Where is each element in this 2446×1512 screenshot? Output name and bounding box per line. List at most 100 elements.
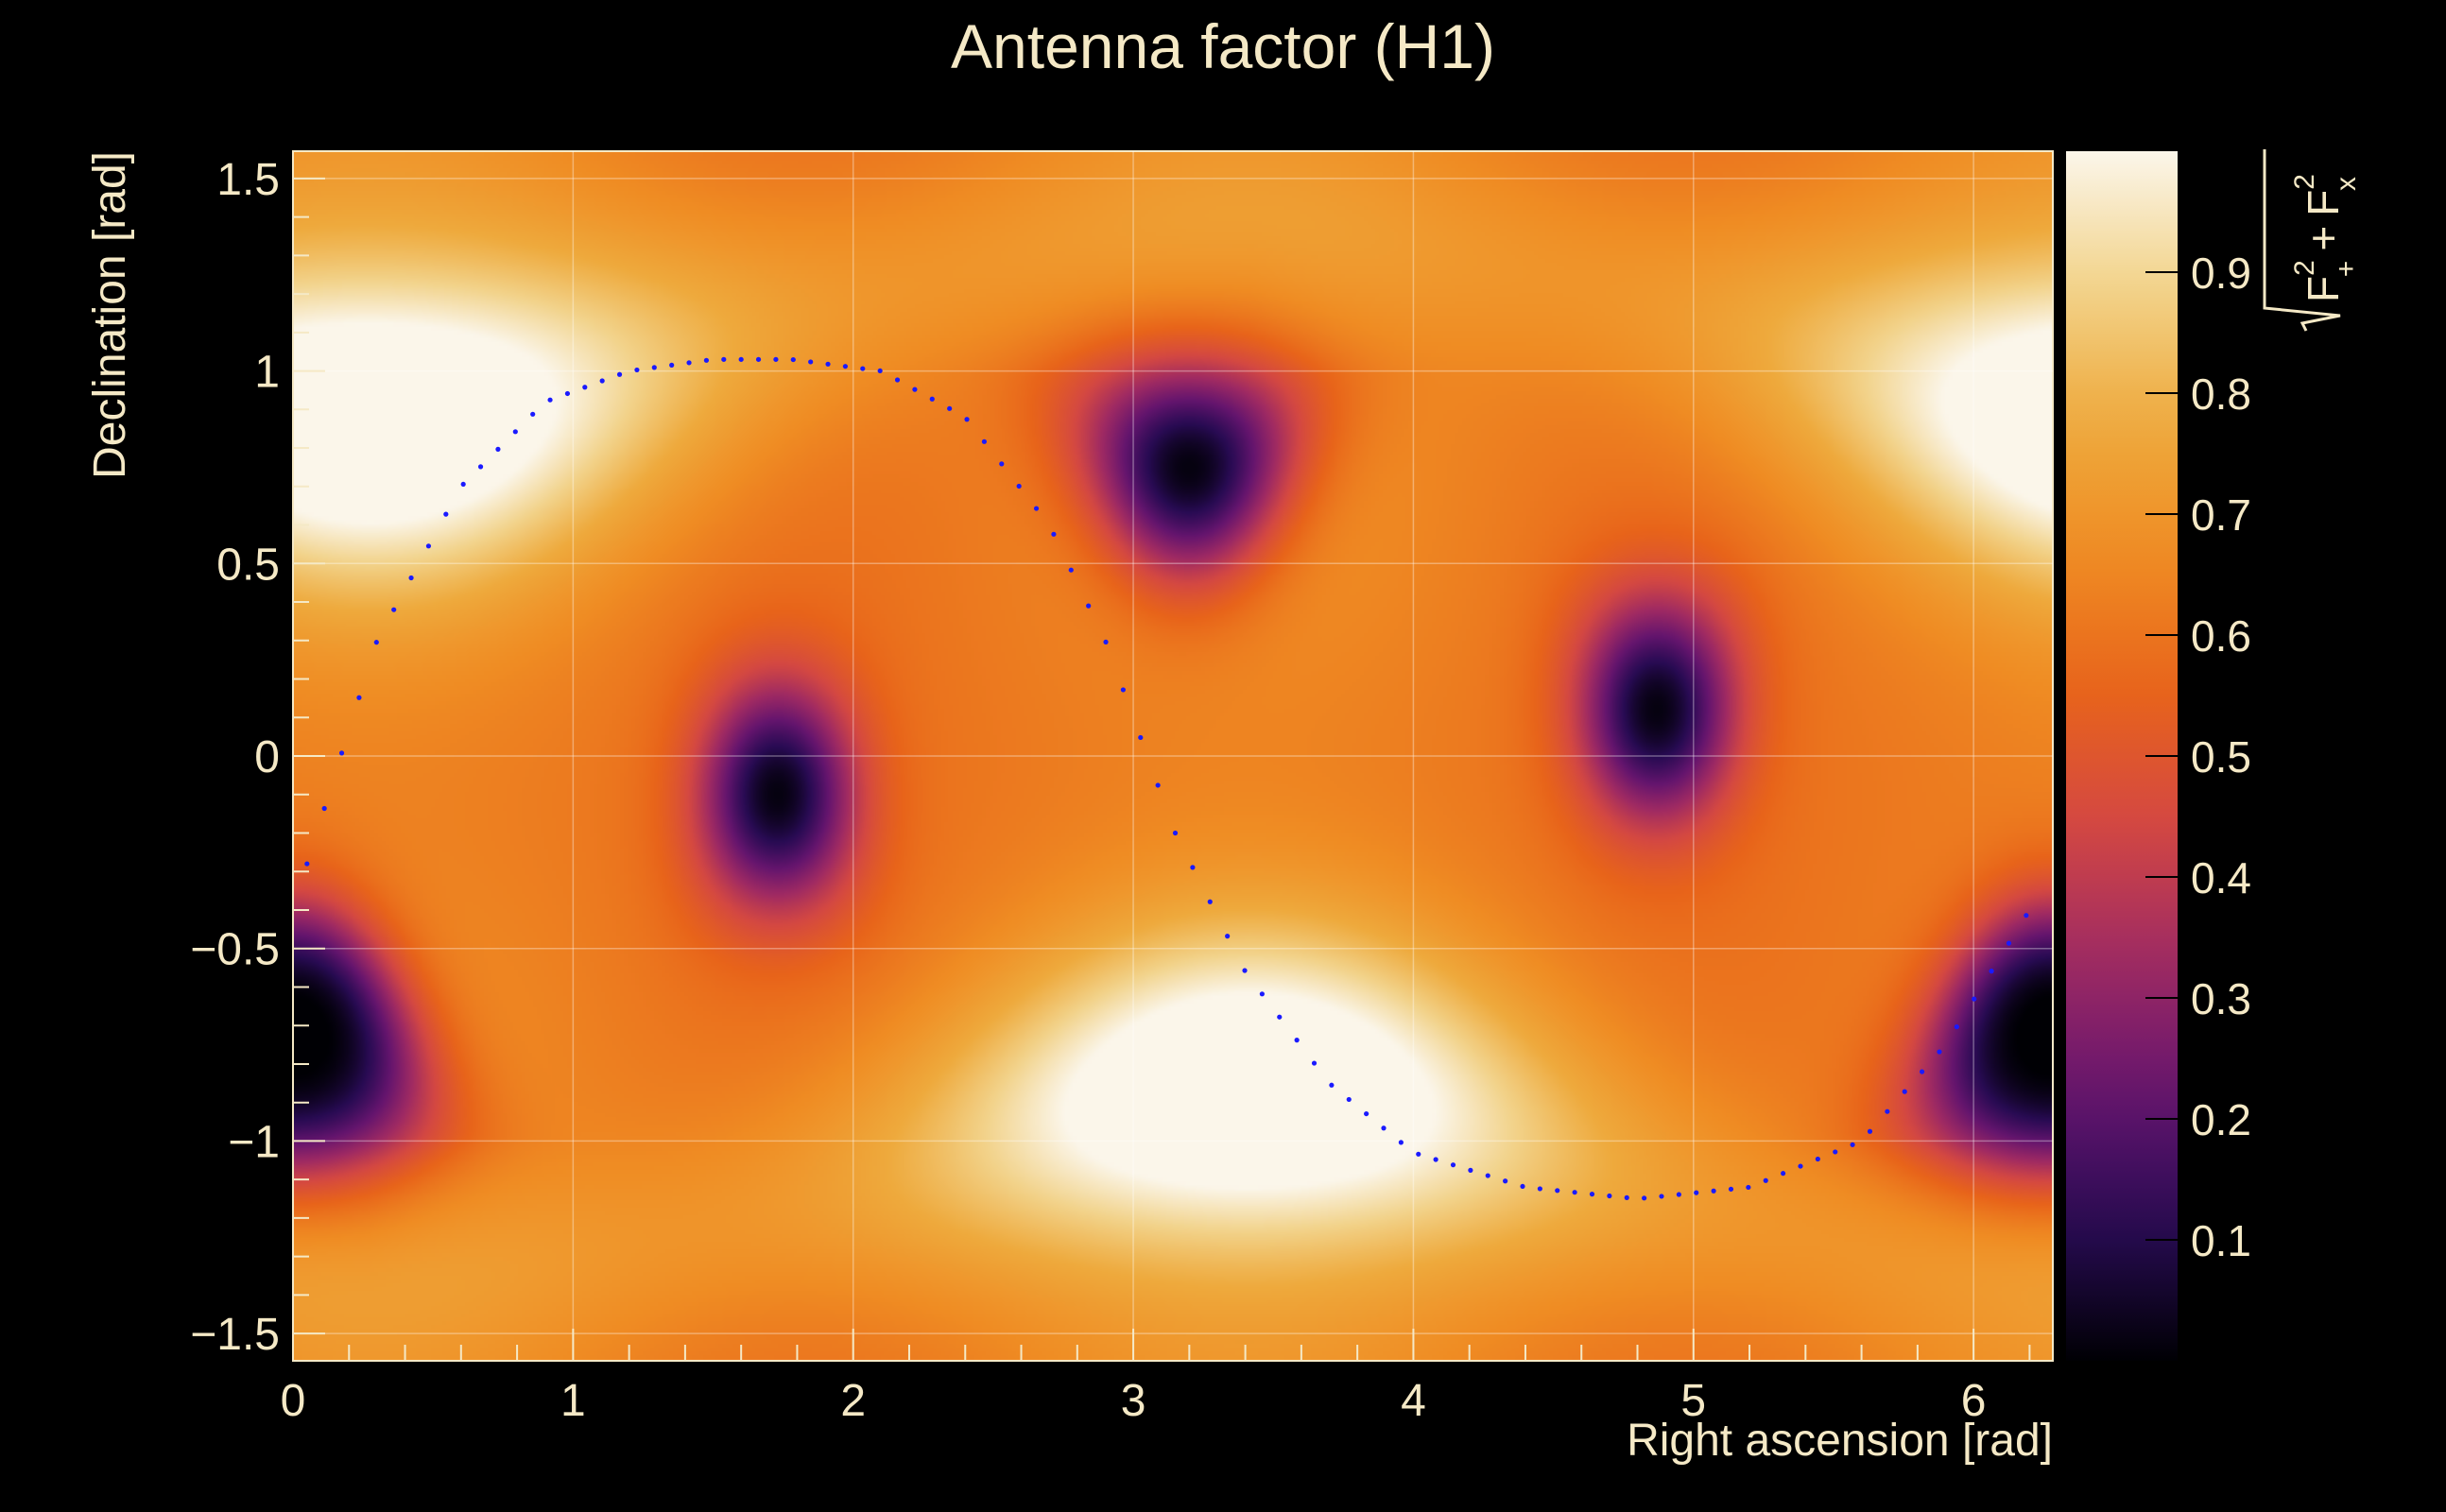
colorbar-ticks: 0.1 0.2 0.3 0.4 0.5 0.6 0.7 0.8 0.9	[2145, 249, 2251, 1265]
curve-point	[1033, 506, 1040, 511]
curve-point	[999, 461, 1005, 467]
curve-point	[1103, 639, 1109, 644]
colorbar-label-fx: F	[2299, 190, 2348, 216]
curve-point	[2024, 913, 2029, 919]
colorbar-label-fplus-sub: +	[2331, 261, 2362, 278]
curve-point	[1972, 996, 1977, 1002]
curve-point	[1138, 734, 1144, 741]
curve-point	[1242, 968, 1248, 973]
curve-point	[1311, 1060, 1318, 1066]
curve-point	[1555, 1188, 1560, 1194]
curve-point	[460, 481, 466, 488]
curve-point	[894, 377, 901, 383]
curve-point	[1485, 1173, 1490, 1178]
curve-point	[2006, 940, 2012, 946]
colorbar-label-fx-sub: x	[2331, 177, 2362, 191]
curve-point	[790, 356, 796, 363]
colorbar-tick-label: 0.1	[2191, 1216, 2251, 1265]
curve-point	[669, 362, 675, 368]
curve-point	[1885, 1108, 1890, 1114]
curve-point	[512, 429, 518, 435]
colorbar-tick-label: 0.6	[2191, 611, 2251, 661]
curve-point	[825, 361, 831, 367]
curve-point	[1589, 1192, 1595, 1197]
colorbar-tick-label: 0.5	[2191, 732, 2251, 782]
colorbar-label-sqrt-sign	[2263, 149, 2341, 332]
x-axis-label: Right ascension [rad]	[1627, 1416, 2053, 1466]
curve-point	[616, 371, 623, 377]
curve-point	[1781, 1171, 1786, 1177]
colorbar-tick-label: 0.9	[2191, 249, 2251, 298]
curve-point	[1172, 830, 1179, 836]
curve-point	[929, 396, 935, 402]
curve-point	[1468, 1167, 1473, 1173]
curve-point	[599, 378, 605, 384]
curve-point	[1051, 531, 1057, 537]
curve-point	[912, 387, 918, 392]
colorbar-label-plus: +	[2299, 226, 2348, 251]
curve-point	[1190, 865, 1196, 870]
curve-point	[321, 805, 327, 812]
curve-point	[495, 446, 501, 452]
curve-point	[391, 607, 397, 612]
heatmap-image	[293, 151, 2053, 1361]
curve-point	[1381, 1125, 1387, 1131]
grid-lines	[293, 151, 2053, 1361]
curve-point	[808, 359, 814, 365]
curve-point	[947, 405, 953, 411]
curve-point	[651, 365, 657, 370]
curve-point	[1259, 991, 1265, 997]
curve-point	[1329, 1082, 1335, 1088]
curve-point	[1398, 1140, 1404, 1145]
curve-point	[1815, 1156, 1820, 1162]
curve-point	[1294, 1038, 1300, 1043]
curve-point	[755, 356, 762, 362]
curve-point	[1746, 1184, 1751, 1191]
curve-point	[408, 575, 414, 581]
chart-title: Antenna factor (H1)	[951, 11, 1495, 81]
curve-point	[860, 366, 866, 371]
curve-point	[981, 438, 988, 444]
x-tick-label: 1	[560, 1376, 586, 1426]
y-tick-label: −1	[228, 1117, 280, 1167]
curve-point	[1155, 782, 1161, 788]
curve-point	[1120, 687, 1126, 693]
colorbar-tick-label: 0.3	[2191, 974, 2251, 1023]
curve-point	[373, 640, 379, 645]
curve-point	[1989, 969, 1994, 974]
y-axis-label: Declination [rad]	[85, 151, 135, 479]
curve-point	[1763, 1177, 1768, 1183]
y-tick-label: 1.5	[216, 155, 280, 205]
curve-point	[1450, 1162, 1456, 1168]
colorbar-label-fplus-sup: 2	[2289, 260, 2320, 276]
curve-point	[1207, 899, 1213, 904]
curve-point	[1537, 1186, 1542, 1192]
curve-point	[1867, 1128, 1873, 1134]
curve-point	[1659, 1194, 1664, 1199]
curve-point	[1642, 1195, 1647, 1201]
curve-point	[304, 861, 310, 867]
curve-point	[582, 385, 588, 390]
curve-point	[1711, 1188, 1716, 1194]
curve-point	[1607, 1193, 1612, 1199]
y-tick-label: −1.5	[190, 1310, 280, 1360]
curve-point	[1416, 1151, 1421, 1157]
colorbar-tick-label: 0.2	[2191, 1095, 2251, 1144]
curve-point	[1937, 1049, 1942, 1055]
y-axis: −1.5 −1 −0.5 0 0.5 1 1.5	[190, 155, 325, 1360]
curve-point	[721, 356, 727, 362]
curve-point	[1694, 1190, 1699, 1195]
y-tick-label: 1	[254, 348, 280, 398]
y-tick-label: 0.5	[216, 540, 280, 590]
curve-point	[773, 356, 779, 362]
x-tick-label: 4	[1401, 1376, 1426, 1426]
curve-point	[1676, 1192, 1681, 1197]
colorbar-label: F2 ++F2 x	[2263, 149, 2362, 332]
colorbar-tick-label: 0.7	[2191, 490, 2251, 540]
curve-point	[1833, 1149, 1838, 1155]
curve-point	[1364, 1110, 1369, 1117]
curve-point	[547, 397, 553, 403]
x-tick-label: 3	[1121, 1376, 1146, 1426]
curve-point	[1277, 1014, 1283, 1020]
curve-point	[425, 543, 432, 549]
